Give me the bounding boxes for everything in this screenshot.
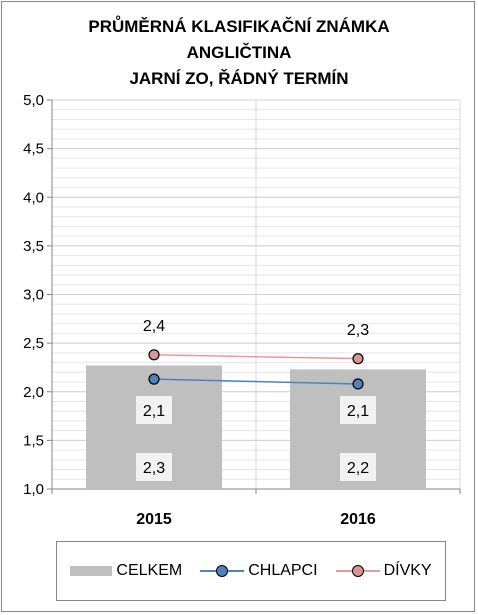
- y-tick-label: 5,0: [23, 92, 44, 109]
- series-line-dívky: [153, 354, 359, 360]
- marker-dívky: [352, 353, 364, 365]
- data-label-celkem: 2,2: [340, 453, 376, 481]
- y-tick-label: 2,5: [23, 335, 44, 352]
- data-label-box: [340, 453, 376, 481]
- legend-item-chlapci: CHLAPCI: [200, 562, 318, 580]
- data-label-text: 2,1: [143, 403, 165, 420]
- legend-item-celkem: CELKEM: [70, 562, 182, 580]
- legend-swatch-divky: [335, 565, 380, 577]
- legend-swatch-chlapci: [200, 565, 245, 577]
- data-label-box: [136, 396, 172, 424]
- data-label-box: [136, 453, 172, 481]
- marker-dívky: [148, 349, 160, 361]
- y-tick-label: 4,5: [23, 141, 44, 158]
- y-tick-label: 2,0: [23, 384, 44, 401]
- data-label-box: [340, 396, 376, 424]
- data-label-celkem: 2,3: [136, 453, 172, 481]
- marker-chlapci: [148, 373, 160, 385]
- data-label-text: 2,1: [347, 403, 369, 420]
- plot-area: 1,0 1,5 2,0 2,5 3,0 3,5 4,0 4,5 5,0 2015 2016 2,3 2,…: [23, 92, 461, 528]
- legend-swatch-celkem: [70, 566, 113, 576]
- legend-label-divky: DÍVKY: [383, 562, 432, 579]
- data-label-text: 2,2: [347, 460, 369, 477]
- data-label-text: 2,3: [347, 322, 369, 339]
- data-label-dívky: 2,3: [347, 322, 369, 339]
- chart-title-line-1: PRŮMĚRNÁ KLASIFIKAČNÍ ZNÁMKA: [88, 17, 390, 36]
- legend-label-celkem: CELKEM: [116, 562, 183, 579]
- y-tick-label: 1,0: [23, 481, 44, 498]
- legend-item-divky: DÍVKY: [335, 562, 432, 580]
- chart-title-line-2: ANGLIČTINA: [186, 43, 292, 62]
- y-tick-label: 3,0: [23, 287, 44, 304]
- legend-label-chlapci: CHLAPCI: [248, 562, 318, 579]
- data-label-chlapci: 2,1: [340, 396, 376, 424]
- marker-chlapci: [352, 378, 364, 390]
- x-tick-label: 2015: [136, 511, 172, 528]
- legend: CELKEM CHLAPCI DÍVKY: [56, 541, 446, 601]
- y-tick-label: 3,5: [23, 238, 44, 255]
- data-label-dívky: 2,4: [143, 318, 165, 335]
- chart-title: PRŮMĚRNÁ KLASIFIKAČNÍ ZNÁMKA ANGLIČTINA …: [0, 14, 478, 92]
- data-label-text: 2,4: [143, 318, 165, 335]
- data-label-chlapci: 2,1: [136, 396, 172, 424]
- y-tick-label: 4,0: [23, 189, 44, 206]
- y-tick-label: 1,5: [23, 432, 44, 449]
- data-label-text: 2,3: [143, 460, 165, 477]
- chart-title-line-3: JARNÍ ZO, ŘÁDNÝ TERMÍN: [129, 69, 349, 88]
- series-line-chlapci: [153, 378, 359, 385]
- x-tick-label: 2016: [340, 511, 376, 528]
